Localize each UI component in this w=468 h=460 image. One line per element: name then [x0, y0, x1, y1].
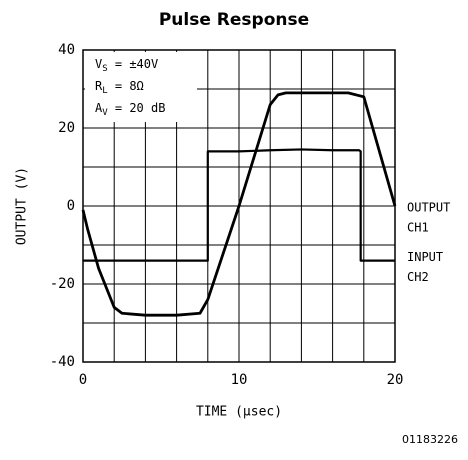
x-axis-label: TIME (μsec) [196, 405, 282, 420]
chart-title: Pulse Response [159, 10, 309, 30]
y-tick-label: 0 [67, 198, 75, 214]
x-tick-label: 20 [387, 372, 404, 388]
annotation-value: = 20 dB [108, 101, 166, 115]
series-line [83, 148, 395, 262]
x-tick-label: 10 [231, 372, 248, 388]
legend-label: OUTPUT [407, 201, 450, 215]
figure-id: 01183226 [402, 433, 458, 446]
y-tick-label: 40 [58, 42, 75, 58]
annotation: RL = 8Ω [95, 79, 144, 96]
y-tick-label: 20 [58, 120, 75, 136]
annotation-value: = 8Ω [108, 79, 144, 93]
annotation-symbol: V [95, 57, 102, 71]
annotation-symbol: A [95, 101, 103, 115]
annotation-subscript: V [102, 108, 108, 118]
series-line [81, 91, 397, 317]
x-tick-label: 0 [79, 372, 87, 388]
y-tick-label: -40 [50, 354, 75, 370]
annotation-symbol: R [95, 79, 103, 93]
annotation-value: = ±40V [108, 57, 159, 71]
legend-label: INPUT [407, 250, 443, 264]
annotation: AV = 20 dB [95, 101, 165, 118]
legend-label: CH2 [407, 270, 429, 284]
annotation: VS = ±40V [95, 57, 158, 74]
y-tick-label: -20 [50, 276, 75, 292]
annotation-subscript: L [102, 86, 107, 96]
y-axis-label: OUTPUT (V) [15, 167, 30, 245]
annotation-box [85, 52, 197, 122]
annotation-subscript: S [102, 64, 107, 74]
legend-label: CH1 [407, 221, 429, 235]
